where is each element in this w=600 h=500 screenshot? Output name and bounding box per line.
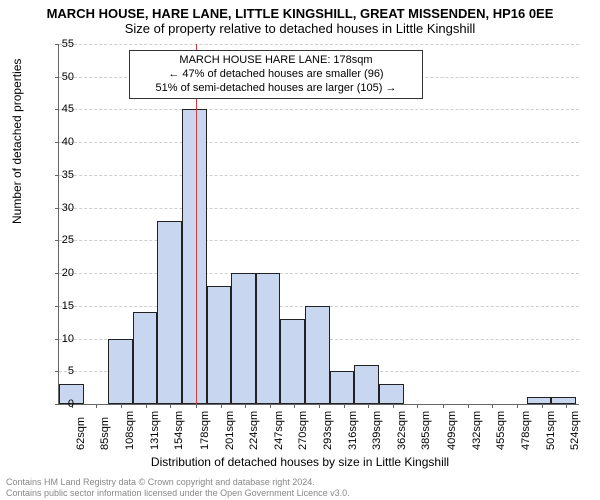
y-tick-label: 40 — [44, 136, 74, 148]
x-tick-label: 293sqm — [322, 411, 334, 450]
chart-title-sub: Size of property relative to detached ho… — [0, 21, 600, 38]
y-tick-label: 35 — [44, 169, 74, 181]
histogram-bar — [182, 109, 207, 404]
y-tick-label: 10 — [44, 333, 74, 345]
x-tick-mark — [443, 404, 444, 408]
x-tick-mark — [196, 404, 197, 408]
x-tick-label: 178sqm — [199, 411, 211, 450]
footer-line-1: Contains HM Land Registry data © Crown c… — [6, 477, 350, 487]
x-tick-label: 455sqm — [495, 411, 507, 450]
x-tick-mark — [542, 404, 543, 408]
footer-line-2: Contains public sector information licen… — [6, 488, 350, 498]
x-tick-label: 201sqm — [224, 411, 236, 450]
gridline — [59, 109, 579, 110]
x-tick-mark — [121, 404, 122, 408]
histogram-bar — [527, 397, 552, 404]
x-tick-mark — [270, 404, 271, 408]
y-axis-title: Number of detached properties — [10, 59, 24, 224]
y-tick-label: 30 — [44, 202, 74, 214]
x-tick-label: 409sqm — [446, 411, 458, 450]
chart-container: MARCH HOUSE, HARE LANE, LITTLE KINGSHILL… — [0, 0, 600, 500]
x-tick-mark — [393, 404, 394, 408]
x-tick-mark — [245, 404, 246, 408]
x-tick-label: 270sqm — [297, 411, 309, 450]
x-tick-label: 247sqm — [273, 411, 285, 450]
annotation-line-1: MARCH HOUSE HARE LANE: 178sqm — [136, 54, 416, 68]
histogram-bar — [551, 397, 576, 404]
footer-attribution: Contains HM Land Registry data © Crown c… — [6, 477, 350, 498]
gridline — [59, 142, 579, 143]
x-tick-mark — [344, 404, 345, 408]
annotation-box: MARCH HOUSE HARE LANE: 178sqm← 47% of de… — [129, 50, 423, 99]
y-tick-label: 25 — [44, 234, 74, 246]
chart-title-main: MARCH HOUSE, HARE LANE, LITTLE KINGSHILL… — [0, 0, 600, 21]
x-tick-label: 131sqm — [149, 411, 161, 450]
x-tick-label: 154sqm — [173, 411, 185, 450]
x-tick-label: 85sqm — [99, 417, 111, 450]
x-tick-label: 62sqm — [75, 417, 87, 450]
x-tick-mark — [170, 404, 171, 408]
y-tick-label: 50 — [44, 71, 74, 83]
gridline — [59, 44, 579, 45]
x-tick-mark — [468, 404, 469, 408]
gridline — [59, 175, 579, 176]
x-tick-mark — [96, 404, 97, 408]
x-tick-mark — [492, 404, 493, 408]
x-tick-label: 108sqm — [124, 411, 136, 450]
histogram-bar — [157, 221, 182, 404]
histogram-bar — [256, 273, 281, 404]
y-tick-label: 0 — [44, 398, 74, 410]
x-tick-mark — [319, 404, 320, 408]
annotation-line-3: 51% of semi-detached houses are larger (… — [136, 82, 416, 96]
histogram-bar — [379, 384, 404, 404]
y-tick-label: 55 — [44, 38, 74, 50]
histogram-bar — [207, 286, 232, 404]
histogram-bar — [108, 339, 133, 404]
y-tick-label: 20 — [44, 267, 74, 279]
plot-area: MARCH HOUSE HARE LANE: 178sqm← 47% of de… — [58, 44, 579, 405]
x-tick-label: 224sqm — [248, 411, 260, 450]
x-tick-label: 432sqm — [471, 411, 483, 450]
gridline — [59, 240, 579, 241]
x-tick-label: 316sqm — [347, 411, 359, 450]
gridline — [59, 208, 579, 209]
y-tick-label: 15 — [44, 300, 74, 312]
x-tick-mark — [417, 404, 418, 408]
histogram-bar — [133, 312, 158, 404]
x-tick-mark — [221, 404, 222, 408]
histogram-bar — [330, 371, 355, 404]
x-axis-title: Distribution of detached houses by size … — [0, 455, 600, 469]
x-tick-mark — [517, 404, 518, 408]
x-tick-mark — [566, 404, 567, 408]
x-tick-label: 385sqm — [420, 411, 432, 450]
y-tick-label: 45 — [44, 103, 74, 115]
x-tick-label: 478sqm — [520, 411, 532, 450]
histogram-bar — [280, 319, 305, 404]
x-tick-label: 339sqm — [371, 411, 383, 450]
x-tick-label: 362sqm — [396, 411, 408, 450]
gridline — [59, 273, 579, 274]
x-tick-label: 524sqm — [569, 411, 581, 450]
annotation-line-2: ← 47% of detached houses are smaller (96… — [136, 68, 416, 82]
histogram-bar — [305, 306, 330, 404]
histogram-bar — [354, 365, 379, 404]
x-tick-mark — [146, 404, 147, 408]
x-tick-label: 501sqm — [545, 411, 557, 450]
x-tick-mark — [294, 404, 295, 408]
x-tick-mark — [368, 404, 369, 408]
y-tick-label: 5 — [44, 365, 74, 377]
histogram-bar — [231, 273, 256, 404]
